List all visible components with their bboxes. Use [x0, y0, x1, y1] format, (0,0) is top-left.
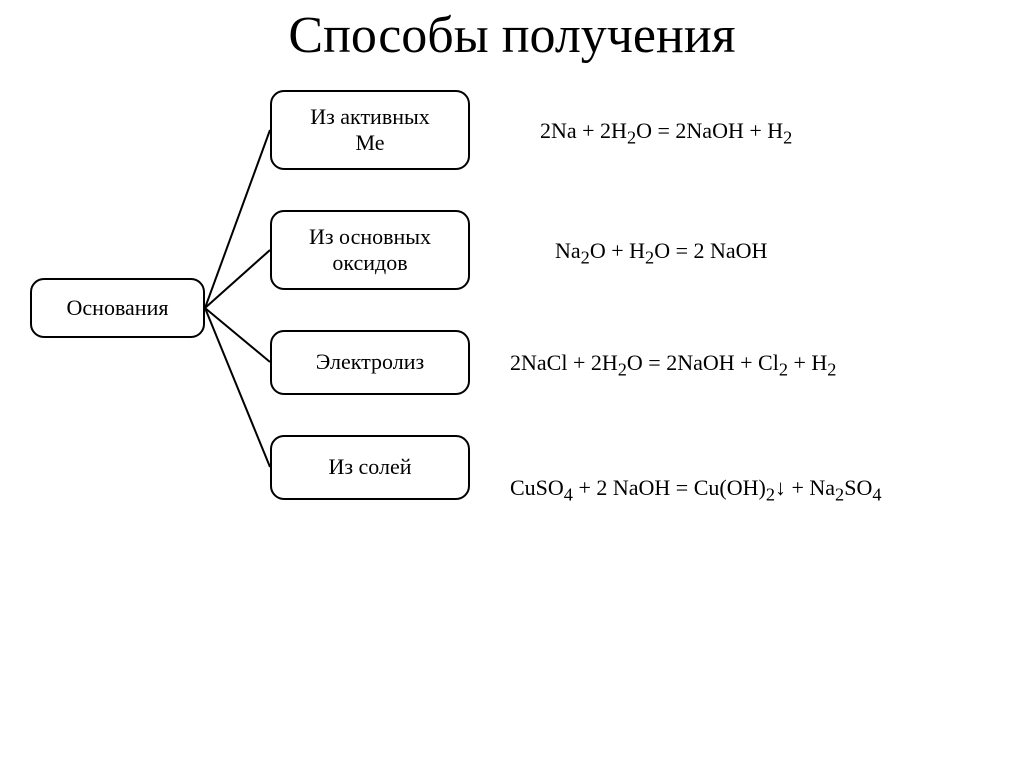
method-node-active-metals: Из активныхМе [270, 90, 470, 170]
diagram-canvas: Способы получения Основания Из активныхМ… [0, 0, 1024, 767]
connector-line [205, 250, 270, 308]
page-title: Способы получения [0, 6, 1024, 65]
root-label: Основания [67, 295, 169, 321]
connector-line [205, 130, 270, 308]
method-label: Из основныхоксидов [309, 224, 431, 277]
equation-from-salts: CuSO4 + 2 NaOH = Cu(OH)2↓ + Na2SO4 [510, 475, 882, 505]
method-label: Из солей [328, 454, 411, 480]
connector-lines [0, 0, 1024, 767]
root-node-osnovaniya: Основания [30, 278, 205, 338]
method-node-electrolysis: Электролиз [270, 330, 470, 395]
connector-line [205, 308, 270, 362]
method-label: Электролиз [316, 349, 424, 375]
method-node-basic-oxides: Из основныхоксидов [270, 210, 470, 290]
equation-basic-oxides: Na2O + H2O = 2 NaOH [555, 238, 767, 268]
method-node-from-salts: Из солей [270, 435, 470, 500]
equation-active-metals: 2Na + 2H2O = 2NaOH + H2 [540, 118, 792, 148]
equation-electrolysis: 2NaCl + 2H2O = 2NaOH + Cl2 + H2 [510, 350, 836, 380]
method-label: Из активныхМе [310, 104, 430, 157]
connector-line [205, 308, 270, 467]
